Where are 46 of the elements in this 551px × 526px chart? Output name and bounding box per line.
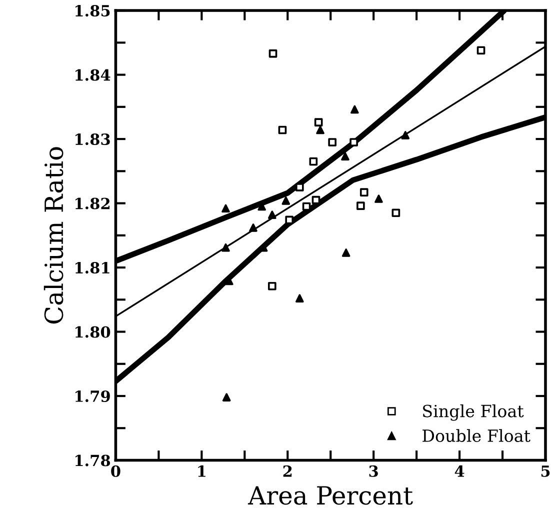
point <box>278 126 287 134</box>
y-axis-title: Calcium Ratio <box>44 147 64 324</box>
x-tick-label: 4 <box>454 465 464 477</box>
point <box>356 202 365 210</box>
point <box>476 46 486 55</box>
point <box>309 157 318 166</box>
legend-label: Double Float <box>422 429 530 442</box>
y-tick-label: 1.85 <box>76 4 110 17</box>
point <box>316 126 324 134</box>
point <box>350 138 358 146</box>
point <box>295 294 304 303</box>
point <box>341 152 350 161</box>
y-tick-label: 1.83 <box>76 133 110 146</box>
x-tick-label: 5 <box>541 466 550 477</box>
point <box>312 196 320 204</box>
point <box>295 183 304 192</box>
y-tick-label: 1.79 <box>76 390 110 402</box>
point <box>328 138 336 146</box>
y-tick-label: 1.81 <box>76 262 110 274</box>
legend-label: Single Float <box>423 404 524 421</box>
point <box>285 216 294 224</box>
y-tick-label: 1.80 <box>76 326 110 338</box>
point <box>222 393 231 402</box>
x-tick-label: 0 <box>111 465 120 477</box>
x-axis-title: Area Percent <box>248 486 413 505</box>
point <box>249 224 258 232</box>
x-tick-label: 3 <box>369 465 378 477</box>
point <box>342 248 350 257</box>
point <box>222 204 230 213</box>
point <box>302 202 311 211</box>
point <box>314 118 323 126</box>
y-tick-label: 1.84 <box>76 69 110 81</box>
point <box>374 194 383 203</box>
y-tick-label: 1.82 <box>76 198 110 210</box>
point <box>282 196 290 205</box>
point <box>392 208 400 218</box>
point <box>268 210 276 219</box>
point <box>350 105 359 114</box>
point <box>222 243 230 252</box>
point <box>268 282 276 290</box>
y-tick-label: 1.78 <box>76 454 110 466</box>
point <box>401 130 410 140</box>
point <box>268 49 278 58</box>
point <box>360 188 368 196</box>
x-tick-label: 1 <box>198 465 206 477</box>
x-tick-label: 2 <box>283 465 292 477</box>
